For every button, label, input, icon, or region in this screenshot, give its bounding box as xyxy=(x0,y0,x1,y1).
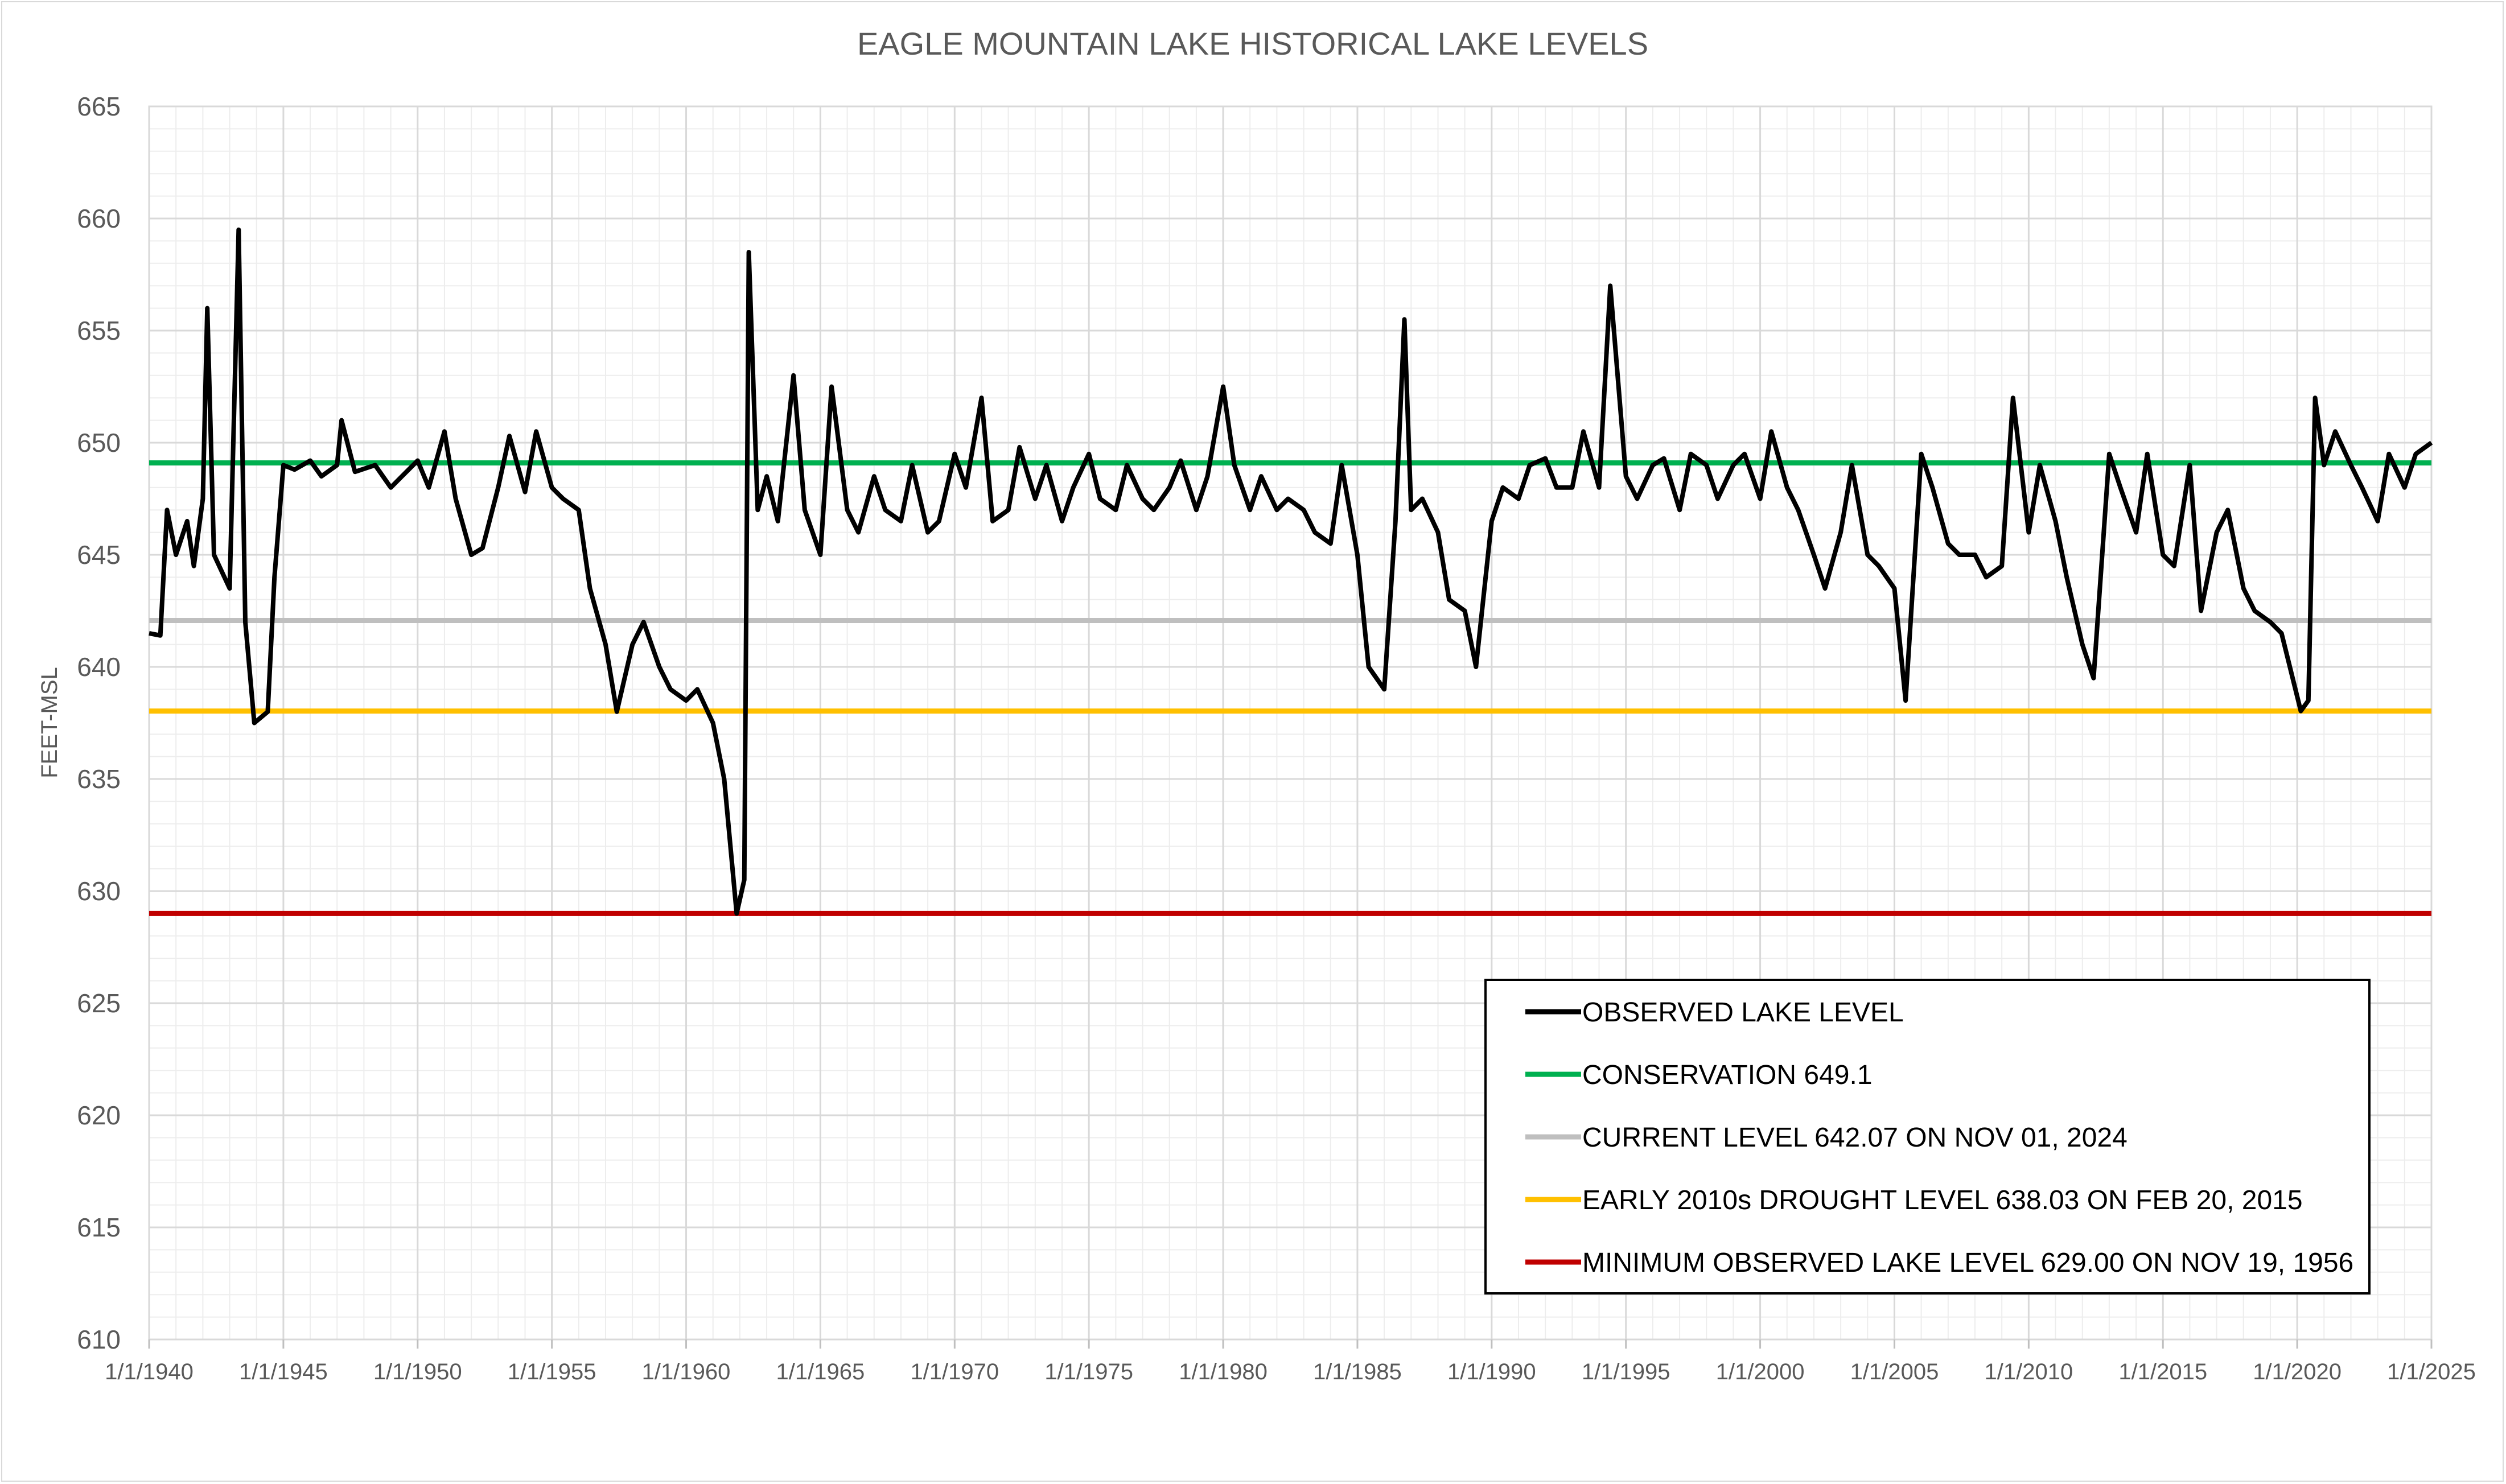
plot-border xyxy=(148,105,2433,1341)
legend-label: CONSERVATION 649.1 xyxy=(1582,1060,1873,1090)
y-tick-label: 660 xyxy=(77,204,121,233)
legend-label: MINIMUM OBSERVED LAKE LEVEL 629.00 ON NO… xyxy=(1582,1248,2353,1278)
legend-box xyxy=(1484,979,2371,1295)
y-tick-label: 615 xyxy=(77,1213,121,1242)
y-tick-label: 645 xyxy=(77,540,121,570)
x-tick-label: 1/1/2010 xyxy=(1985,1359,2073,1384)
x-tick-label: 1/1/1970 xyxy=(910,1359,999,1384)
x-tick-label: 1/1/2020 xyxy=(2253,1359,2342,1384)
x-tick-label: 1/1/1950 xyxy=(373,1359,462,1384)
series-line-observed xyxy=(149,227,2433,916)
legend: OBSERVED LAKE LEVEL CONSERVATION 649.1 CUR… xyxy=(1484,979,2371,1295)
legend-label: CURRENT LEVEL 642.07 ON NOV 01, 2024 xyxy=(1582,1123,2128,1153)
x-tick-label: 1/1/2005 xyxy=(1850,1359,1939,1384)
y-tick-label: 635 xyxy=(77,764,121,794)
y-tick-label: 625 xyxy=(77,988,121,1018)
x-tick-label: 1/1/1965 xyxy=(776,1359,865,1384)
y-tick-label: 655 xyxy=(77,316,121,345)
chart-title: EAGLE MOUNTAIN LAKE HISTORICAL LAKE LEVE… xyxy=(857,26,1648,61)
x-tick-label: 1/1/1955 xyxy=(508,1359,596,1384)
y-tick-label: 650 xyxy=(77,428,121,457)
reference-lines xyxy=(149,460,2431,916)
y-tick-label: 620 xyxy=(77,1100,121,1130)
y-axis-label: FEET-MSL xyxy=(37,667,62,778)
x-tick-label: 1/1/1980 xyxy=(1179,1359,1268,1384)
legend-label: OBSERVED LAKE LEVEL xyxy=(1582,997,1904,1028)
x-tick-label: 1/1/2000 xyxy=(1716,1359,1805,1384)
y-tick-label: 630 xyxy=(77,876,121,906)
x-tick-label: 1/1/1985 xyxy=(1313,1359,1402,1384)
x-tick-label: 1/1/1940 xyxy=(105,1359,194,1384)
y-axis-ticks: 610 615 620 625 630 635 640 645 650 655 660 665 xyxy=(77,92,121,1354)
x-tick-label: 1/1/1960 xyxy=(642,1359,731,1384)
y-tick-label: 640 xyxy=(77,652,121,682)
x-axis-ticks: 1/1/1940 1/1/1945 1/1/1950 1/1/1955 1/1/1960… xyxy=(105,1339,2476,1384)
x-tick-label: 1/1/1945 xyxy=(239,1359,328,1384)
x-tick-label: 1/1/1995 xyxy=(1582,1359,1670,1384)
x-tick-label: 1/1/1990 xyxy=(1447,1359,1536,1384)
x-tick-label: 1/1/2015 xyxy=(2118,1359,2207,1384)
legend-label: EARLY 2010s DROUGHT LEVEL 638.03 ON FEB … xyxy=(1582,1185,2303,1215)
x-tick-label: 1/1/2025 xyxy=(2387,1359,2476,1384)
x-tick-label: 1/1/1975 xyxy=(1044,1359,1133,1384)
y-tick-label: 610 xyxy=(77,1325,121,1354)
y-tick-label: 665 xyxy=(77,92,121,121)
